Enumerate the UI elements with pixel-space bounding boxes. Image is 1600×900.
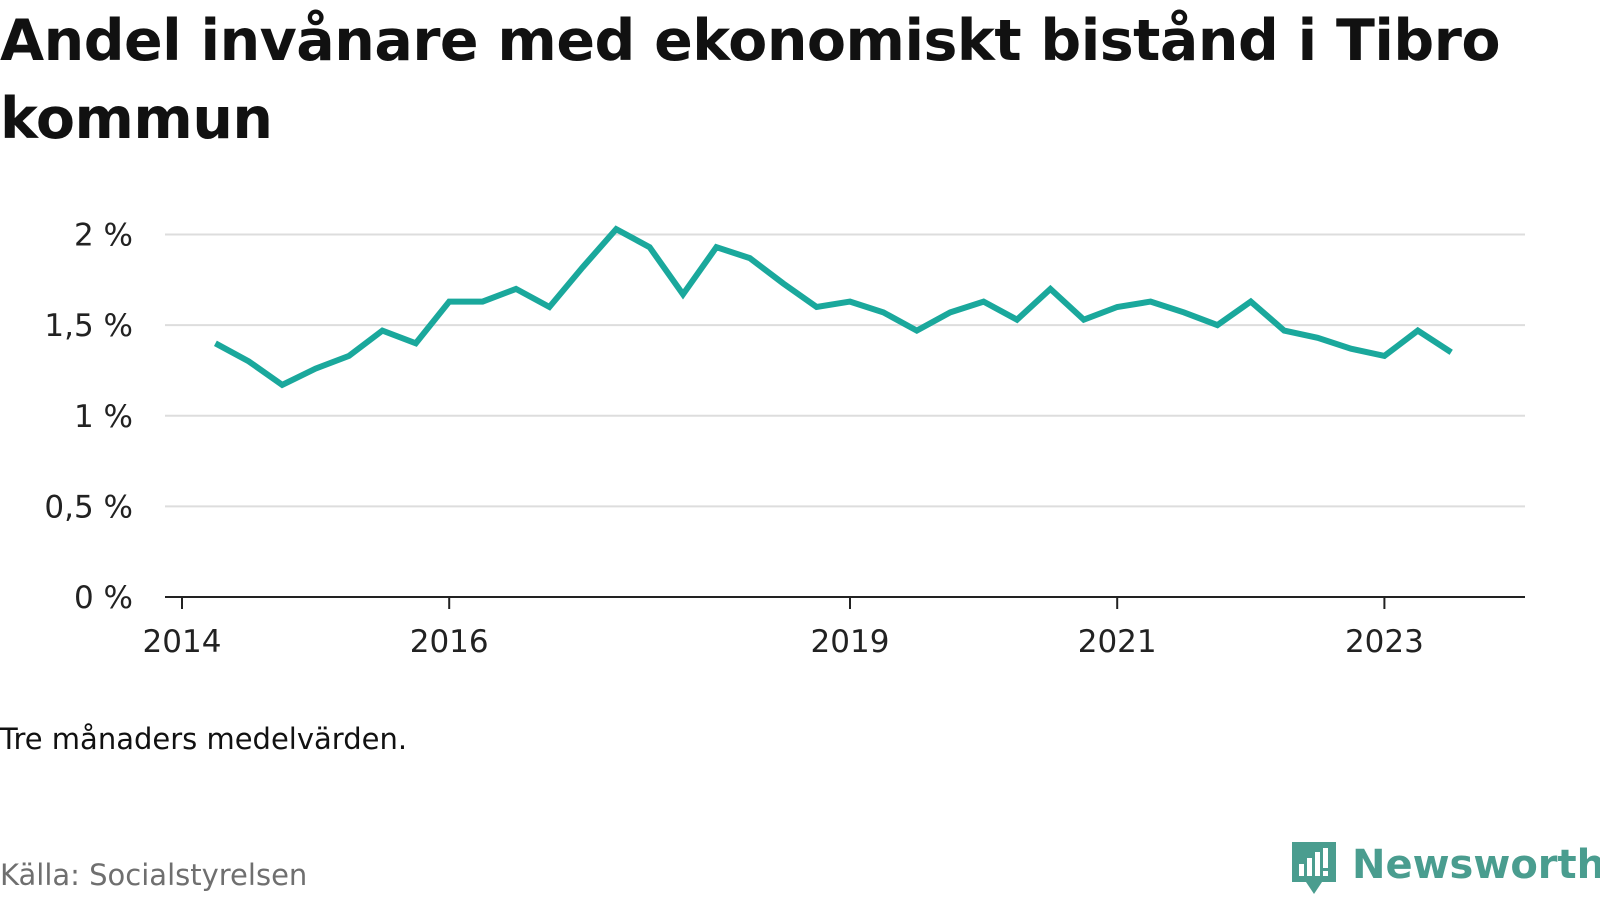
x-tick-label: 2019 <box>811 624 890 660</box>
y-tick-label: 0,5 % <box>44 489 133 525</box>
y-tick-label: 2 % <box>74 218 133 254</box>
newsworthy-logo: Newsworthy <box>1290 840 1600 900</box>
x-tick-label: 2021 <box>1078 624 1157 660</box>
y-tick-label: 0 % <box>74 580 133 616</box>
x-tick-label: 2016 <box>410 624 489 660</box>
x-tick-label: 2023 <box>1345 624 1424 660</box>
y-tick-label: 1,5 % <box>44 308 133 344</box>
newsworthy-logo-icon <box>1292 842 1336 894</box>
newsworthy-logo-text: Newsworthy <box>1352 842 1600 888</box>
x-axis: 2014 2016 2019 2021 2023 <box>143 596 1525 660</box>
series-line <box>213 225 1453 389</box>
line-chart: 0 % 0,5 % 1 % 1,5 % 2 % 2014 2016 2019 2021 2023 <box>44 218 1525 660</box>
series-layer <box>213 225 1453 389</box>
y-tick-label: 1 % <box>74 399 133 435</box>
chart-title: Andel invånare med ekonomiskt bistånd i … <box>0 8 1501 152</box>
y-axis-ticks: 0 % 0,5 % 1 % 1,5 % 2 % <box>44 218 133 617</box>
x-tick-label: 2014 <box>143 624 222 660</box>
source-text: Källa: Socialstyrelsen <box>0 858 308 892</box>
chart-note: Tre månaders medelvärden. <box>0 722 408 756</box>
gridlines <box>165 233 1525 508</box>
